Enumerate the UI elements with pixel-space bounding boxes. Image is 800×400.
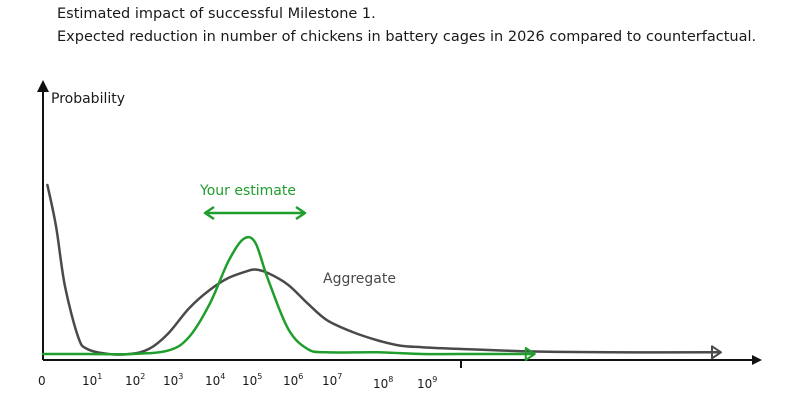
series-line-aggregate xyxy=(46,183,722,356)
x-tick-label: 103 xyxy=(163,372,183,388)
x-tick-label: 108 xyxy=(373,375,393,391)
estimate-range-arrowhead-right xyxy=(295,205,307,221)
x-tick-label: 104 xyxy=(205,372,225,388)
x-tick-labels: 0 101 102 103 104 105 106 107 108 109 xyxy=(38,372,437,391)
estimate-tail-arrowhead xyxy=(524,347,536,361)
series-line-your-estimate xyxy=(41,235,536,356)
x-tick-label: 109 xyxy=(417,375,437,391)
x-tick-label: 101 xyxy=(82,372,102,388)
x-tick-label: 102 xyxy=(125,372,145,388)
x-tick-label: 107 xyxy=(322,372,342,388)
aggregate-tail-arrowhead xyxy=(711,345,722,360)
annotation-aggregate: Aggregate xyxy=(323,271,396,287)
x-axis-arrowhead xyxy=(752,355,762,365)
y-axis-arrowhead xyxy=(37,80,49,92)
annotation-your-estimate: Your estimate xyxy=(199,183,296,199)
chart-title: Estimated impact of successful Milestone… xyxy=(57,6,376,22)
estimate-range-arrowhead-left xyxy=(203,205,215,221)
x-tick-label: 106 xyxy=(283,372,303,388)
x-tick-label: 0 xyxy=(38,374,46,388)
x-tick-label: 105 xyxy=(242,372,262,388)
chart-subtitle: Expected reduction in number of chickens… xyxy=(57,29,757,45)
y-axis-label: Probability xyxy=(51,91,125,107)
